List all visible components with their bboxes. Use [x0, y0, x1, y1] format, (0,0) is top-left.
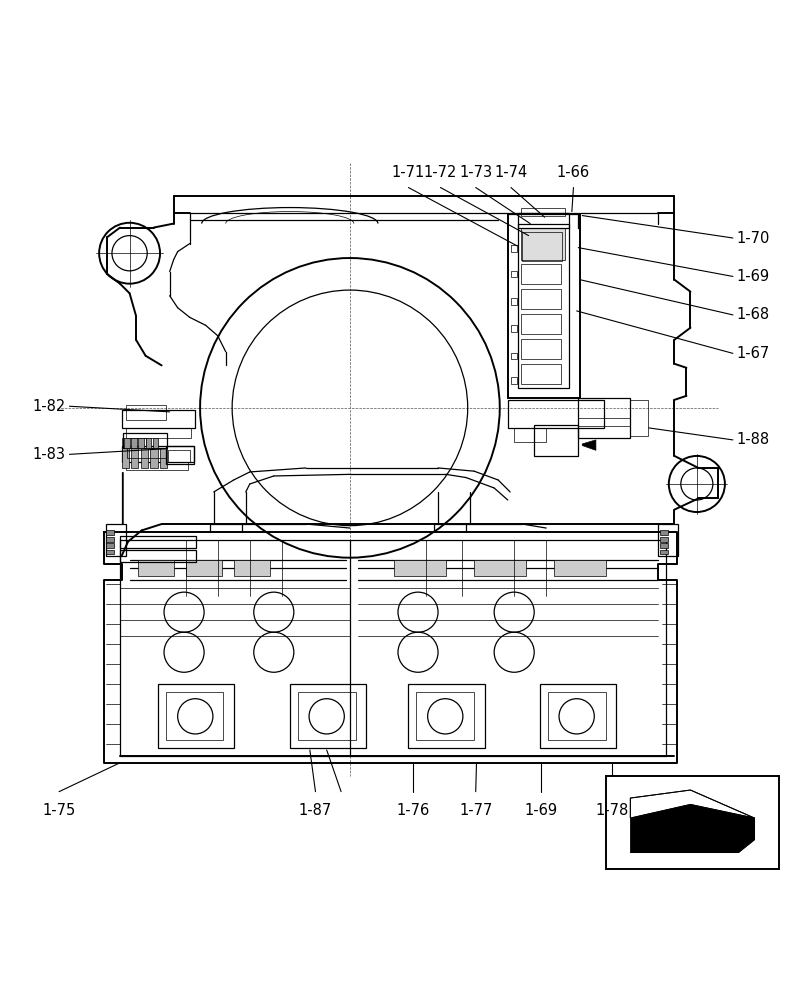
- Bar: [105, 524, 125, 556]
- Text: 1-75: 1-75: [43, 803, 75, 818]
- Bar: [168, 450, 190, 462]
- Bar: [511, 245, 517, 252]
- Text: 1-77: 1-77: [459, 803, 491, 818]
- Bar: [121, 438, 145, 446]
- Bar: [511, 271, 517, 277]
- Bar: [533, 425, 577, 456]
- Bar: [474, 560, 525, 576]
- Bar: [658, 524, 678, 556]
- Bar: [511, 377, 517, 384]
- Bar: [125, 405, 165, 420]
- Text: 1-71: 1-71: [391, 165, 425, 180]
- Bar: [553, 560, 605, 576]
- Bar: [105, 550, 113, 554]
- Text: 1-68: 1-68: [736, 307, 769, 322]
- Bar: [105, 543, 113, 548]
- Bar: [289, 684, 365, 748]
- Bar: [138, 438, 144, 448]
- Bar: [520, 228, 564, 260]
- Bar: [141, 448, 148, 468]
- Bar: [408, 684, 484, 748]
- Bar: [517, 213, 568, 228]
- Bar: [547, 692, 605, 740]
- Bar: [659, 543, 667, 548]
- Bar: [185, 560, 222, 576]
- Bar: [297, 692, 355, 740]
- Bar: [511, 353, 517, 359]
- Bar: [105, 537, 113, 542]
- Bar: [521, 232, 561, 261]
- Bar: [150, 448, 157, 468]
- Bar: [131, 438, 137, 448]
- Bar: [520, 339, 560, 359]
- Bar: [120, 550, 196, 562]
- Bar: [234, 560, 270, 576]
- Bar: [125, 462, 188, 470]
- Text: 1-72: 1-72: [423, 165, 457, 180]
- Bar: [125, 428, 191, 438]
- Bar: [137, 560, 173, 576]
- Text: 1-76: 1-76: [396, 803, 430, 818]
- Text: 1-78: 1-78: [594, 803, 628, 818]
- Bar: [520, 364, 560, 384]
- Bar: [520, 208, 564, 216]
- Bar: [124, 438, 129, 448]
- Bar: [520, 314, 560, 334]
- Bar: [153, 438, 158, 448]
- Bar: [507, 214, 579, 398]
- Bar: [145, 438, 151, 448]
- Bar: [393, 560, 446, 576]
- Bar: [520, 264, 560, 284]
- Bar: [507, 400, 603, 428]
- Bar: [131, 448, 138, 468]
- Bar: [659, 530, 667, 535]
- Bar: [121, 410, 195, 428]
- Bar: [511, 325, 517, 332]
- Bar: [160, 448, 167, 468]
- Polygon shape: [581, 440, 595, 450]
- Bar: [517, 224, 568, 388]
- Bar: [630, 400, 647, 436]
- Text: 1-82: 1-82: [32, 399, 65, 414]
- Text: 1-88: 1-88: [736, 432, 769, 447]
- Bar: [416, 692, 474, 740]
- Text: 1-83: 1-83: [32, 447, 65, 462]
- Bar: [165, 446, 194, 464]
- Bar: [577, 398, 630, 438]
- Bar: [520, 289, 560, 309]
- Text: 1-70: 1-70: [736, 231, 769, 246]
- Text: 1-66: 1-66: [556, 165, 589, 180]
- Text: 1-69: 1-69: [736, 269, 769, 284]
- Bar: [539, 684, 615, 748]
- Bar: [120, 536, 196, 548]
- Bar: [605, 776, 777, 869]
- Polygon shape: [630, 790, 753, 818]
- Bar: [511, 298, 517, 305]
- Text: 1-87: 1-87: [299, 803, 332, 818]
- Bar: [105, 530, 113, 535]
- Bar: [659, 537, 667, 542]
- Bar: [514, 428, 545, 442]
- Bar: [127, 448, 165, 458]
- Polygon shape: [630, 804, 753, 853]
- Bar: [157, 684, 234, 748]
- Bar: [121, 448, 128, 468]
- Bar: [121, 446, 194, 462]
- Text: 1-69: 1-69: [524, 803, 557, 818]
- Text: 1-74: 1-74: [494, 165, 527, 180]
- Text: 1-67: 1-67: [736, 346, 769, 361]
- Bar: [659, 550, 667, 554]
- Text: 1-73: 1-73: [459, 165, 491, 180]
- Bar: [165, 692, 223, 740]
- Bar: [123, 433, 167, 448]
